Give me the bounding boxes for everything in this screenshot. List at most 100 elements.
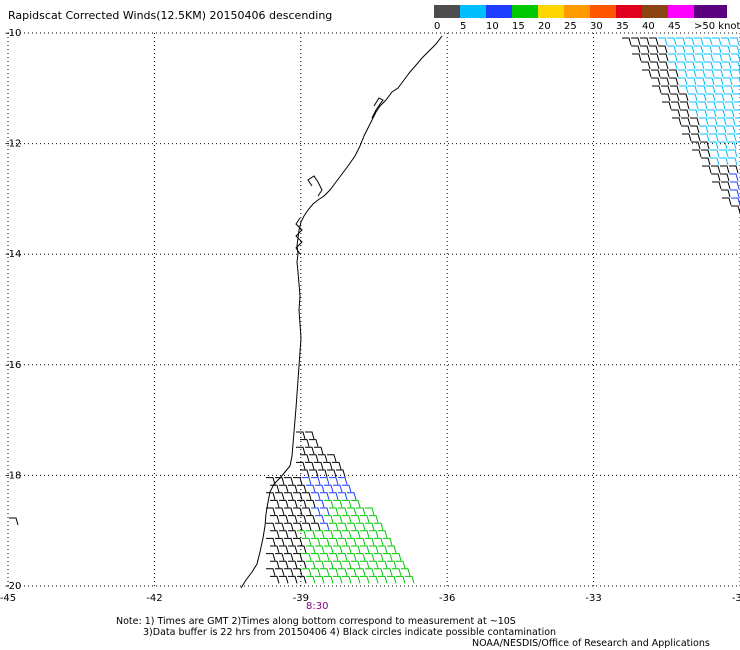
wind-barb <box>351 545 361 554</box>
wind-barb <box>732 77 740 84</box>
wind-barb <box>661 85 671 94</box>
wind-barb <box>369 515 379 523</box>
wind-barb <box>715 93 725 102</box>
wind-barb <box>314 446 324 455</box>
wind-barb <box>338 507 348 516</box>
wind-barb <box>727 141 737 150</box>
legend-swatch <box>616 5 642 18</box>
wind-barb <box>275 507 285 516</box>
wind-barb <box>378 545 388 554</box>
wind-barb <box>333 484 343 493</box>
wind-barb <box>356 522 366 531</box>
legend-swatch <box>642 5 668 18</box>
wind-barb <box>297 575 307 584</box>
wind-barb <box>710 157 720 166</box>
wind-barb <box>704 53 714 62</box>
wind-barb <box>730 189 740 198</box>
wind-barb <box>705 69 715 78</box>
wind-barb <box>688 93 698 102</box>
wind-barb <box>640 45 650 54</box>
wind-barb <box>687 69 697 78</box>
wind-barb <box>293 568 303 576</box>
legend-swatch <box>512 5 538 18</box>
wind-barb <box>726 125 736 134</box>
wind-barb <box>709 133 719 142</box>
wind-barb <box>691 141 701 150</box>
wind-barb <box>650 61 660 70</box>
wind-barb <box>324 484 334 493</box>
wind-barb <box>736 133 740 135</box>
wind-barb <box>275 477 285 485</box>
wind-barb <box>719 157 729 166</box>
wind-barb <box>658 37 668 46</box>
wind-barb <box>715 85 725 94</box>
wind-barb <box>694 37 704 46</box>
wind-barb <box>315 545 325 554</box>
wind-barb <box>302 492 312 500</box>
wind-barb <box>660 77 670 86</box>
wind-barb <box>676 37 686 46</box>
wind-barb <box>681 117 691 126</box>
wind-barb <box>275 568 285 576</box>
wind-barb <box>731 61 740 70</box>
wind-barb <box>288 515 298 523</box>
legend-label: 5 <box>460 21 467 32</box>
wind-barb <box>667 37 677 46</box>
wind-barb <box>329 537 339 546</box>
wind-barb <box>641 61 651 70</box>
wind-barb <box>706 93 716 102</box>
wind-barb <box>270 515 280 523</box>
wind-barb <box>288 484 298 493</box>
wind-barb <box>712 45 722 54</box>
wind-barb <box>266 477 276 485</box>
lon-tick-label: -42 <box>146 593 162 604</box>
wind-barb <box>324 575 334 584</box>
wind-barb <box>374 522 384 531</box>
wind-barb <box>696 69 706 78</box>
wind-barb <box>365 507 375 516</box>
wind-barb <box>306 575 316 584</box>
wind-barb <box>297 484 307 493</box>
wind-barb <box>726 117 736 126</box>
wind-barb <box>266 492 276 500</box>
wind-barb <box>383 553 393 561</box>
wind-barb <box>288 530 298 538</box>
wind-barb <box>279 484 289 493</box>
wind-barb <box>649 37 659 46</box>
wind-barb <box>688 85 698 94</box>
wind-barb <box>266 507 276 516</box>
wind-barb <box>338 492 348 500</box>
wind-barb <box>731 53 740 62</box>
wind-barb <box>659 61 669 70</box>
wind-barb <box>266 537 276 546</box>
wind-barb <box>685 45 695 54</box>
wind-barb <box>671 101 681 110</box>
wind-barb <box>347 537 357 546</box>
wind-barb <box>315 484 325 493</box>
wind-barb <box>288 499 298 508</box>
coastline <box>240 35 443 589</box>
wind-barb <box>309 469 319 478</box>
wind-barb <box>324 560 334 569</box>
wind-barb <box>724 85 734 94</box>
wind-barb <box>383 568 393 576</box>
wind-barb <box>662 101 672 110</box>
wind-barb <box>723 69 733 78</box>
axis-ticks: -45 -42 -39 -36 -33 -30 -10 -12 -14 -16 -18 -20 <box>0 28 740 604</box>
wind-barb <box>311 553 321 561</box>
wind-barb <box>279 515 289 523</box>
wind-barb <box>333 545 343 554</box>
wind-barb <box>396 575 406 584</box>
wind-barb <box>732 69 740 76</box>
wind-barb <box>692 149 702 158</box>
wind-barb <box>320 477 330 485</box>
wind-barb <box>387 560 397 569</box>
wind-barb <box>378 560 388 569</box>
wind-barb <box>374 568 384 576</box>
wind-barb <box>717 117 727 126</box>
wind-barb <box>296 446 306 455</box>
wind-barb <box>642 69 652 78</box>
wind-barb <box>405 575 415 584</box>
wind-barb <box>279 530 289 538</box>
